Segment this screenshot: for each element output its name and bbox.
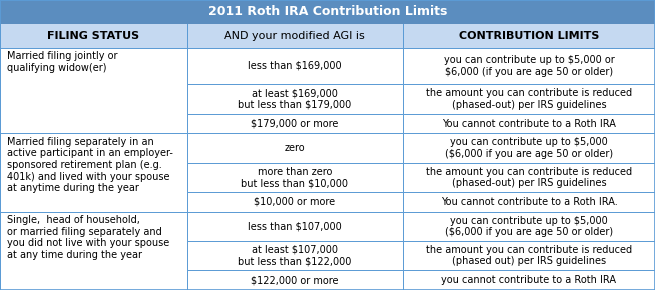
Text: at least $169,000
but less than $179,000: at least $169,000 but less than $179,000 [238,88,351,110]
Text: zero: zero [284,143,305,153]
Bar [0,48,187,133]
Text: more than zero
but less than $10,000: more than zero but less than $10,000 [241,166,348,188]
Text: you can contribute up to $5,000
($6,000 if you are age 50 or older): you can contribute up to $5,000 ($6,000 … [445,215,613,237]
Bar [187,84,403,114]
Bar [403,114,655,133]
Text: AND your modified AGI is: AND your modified AGI is [225,31,365,41]
Bar [187,270,403,290]
Text: the amount you can contribute is reduced
(phased out) per IRS guidelines: the amount you can contribute is reduced… [426,245,632,267]
Text: Married filing jointly or
qualifying widow(er): Married filing jointly or qualifying wid… [7,51,117,72]
Bar [0,133,187,212]
Text: at least $107,000
but less than $122,000: at least $107,000 but less than $122,000 [238,245,352,267]
Text: you can contribute up to $5,000
($6,000 if you are age 50 or older): you can contribute up to $5,000 ($6,000 … [445,137,613,159]
Text: less than $169,000: less than $169,000 [248,61,341,71]
Bar [0,212,187,290]
Bar [0,0,655,48]
Bar [187,163,403,192]
Text: the amount you can contribute is reduced
(phased-out) per IRS guidelines: the amount you can contribute is reduced… [426,166,632,188]
Bar [403,270,655,290]
Bar [187,212,403,241]
Text: the amount you can contribute is reduced
(phased-out) per IRS guidelines: the amount you can contribute is reduced… [426,88,632,110]
Text: Single,  head of household,
or married filing separately and
you did not live wi: Single, head of household, or married fi… [7,215,169,260]
Text: $122,000 or more: $122,000 or more [251,275,339,285]
Text: CONTRIBUTION LIMITS: CONTRIBUTION LIMITS [458,31,599,41]
Bar [403,192,655,212]
Bar [403,212,655,241]
Text: you cannot contribute to a Roth IRA: you cannot contribute to a Roth IRA [441,275,616,285]
Text: FILING STATUS: FILING STATUS [47,31,140,41]
Bar [187,241,403,270]
Bar [403,163,655,192]
Text: less than $107,000: less than $107,000 [248,221,342,231]
Bar [403,133,655,163]
Text: you can contribute up to $5,000 or
$6,000 (if you are age 50 or older): you can contribute up to $5,000 or $6,00… [443,55,614,77]
Text: $179,000 or more: $179,000 or more [251,119,339,128]
Bar [403,241,655,270]
Bar [0,0,655,24]
Text: 2011 Roth IRA Contribution Limits: 2011 Roth IRA Contribution Limits [208,6,447,18]
Bar [187,192,403,212]
Text: You cannot contribute to a Roth IRA: You cannot contribute to a Roth IRA [442,119,616,128]
Bar [0,24,655,48]
Text: You cannot contribute to a Roth IRA.: You cannot contribute to a Roth IRA. [441,197,617,207]
Bar [187,114,403,133]
Bar [403,48,655,84]
Text: Married filing separately in an
active participant in an employer-
sponsored ret: Married filing separately in an active p… [7,137,172,193]
Text: $10,000 or more: $10,000 or more [254,197,335,207]
Bar [403,84,655,114]
Bar [187,133,403,163]
Bar [187,48,403,84]
